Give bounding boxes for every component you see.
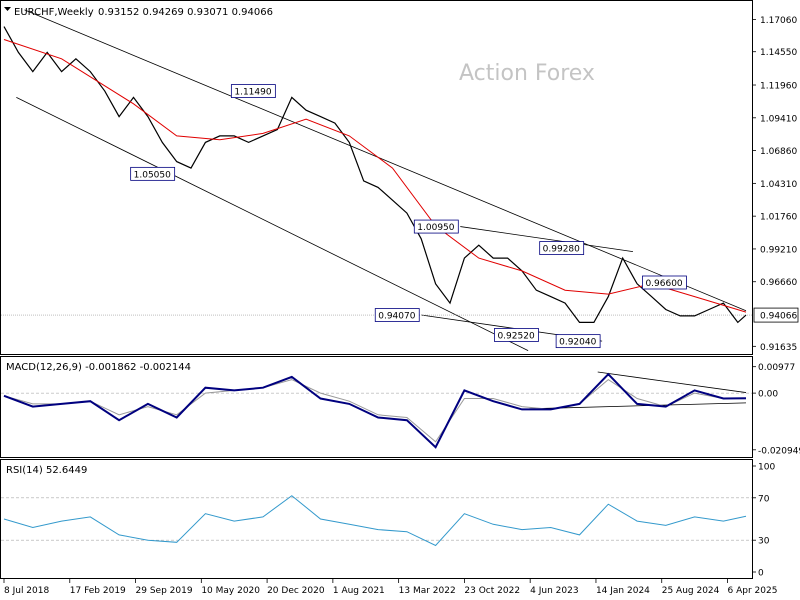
annotation-label: 0.99280 [543, 245, 580, 255]
macd-title: MACD(12,26,9) -0.001862 -0.002144 [6, 362, 191, 373]
annotation-label: 0.92520 [497, 331, 534, 341]
annotation-box [130, 166, 176, 181]
annotation-label: 1.05050 [134, 170, 171, 180]
annotation-label: 0.92040 [559, 338, 596, 348]
annotation-label: 0.94070 [378, 312, 415, 322]
price-axis-label: 0.94066 [760, 312, 797, 322]
macd-signal-line [3, 378, 747, 443]
price-axis-label: 1.01760 [760, 213, 797, 223]
trendline [24, 9, 747, 312]
moving-average-line [3, 39, 747, 313]
price-axis-label: 0.91635 [760, 343, 797, 353]
macd-layer: 0.00977 0.00 -0.020949 [1, 363, 800, 456]
rsi-layer: 100 70 30 0 [1, 463, 775, 579]
price-axis-label: 0.96660 [760, 278, 797, 288]
annotation-label: 1.11490 [234, 88, 271, 98]
x-axis-label: 1 Aug 2021 [333, 586, 385, 596]
macd-axis-label: 0.00977 [758, 363, 795, 373]
x-axis-label: 20 Dec 2020 [267, 586, 325, 596]
x-axis-label: 29 Sep 2019 [136, 586, 193, 596]
annotation-box [413, 219, 459, 234]
trendline [16, 96, 529, 352]
macd-line [3, 372, 747, 449]
annotation-box [374, 308, 420, 322]
price-axis-label: 1.11960 [760, 82, 797, 92]
x-axis-label: 8 Jul 2018 [4, 586, 49, 596]
price-axis-label: 1.04310 [760, 180, 797, 190]
macd-trendline [597, 371, 747, 393]
price-annotation: 1.11490 [230, 84, 276, 98]
price-axis-label: 0.99210 [760, 245, 797, 255]
x-axis-label: 23 Oct 2022 [464, 586, 520, 596]
price-annotation: 0.99280 [539, 241, 585, 255]
rsi-axis-label: 100 [758, 463, 775, 473]
macd-axis-label: -0.020949 [758, 446, 800, 456]
x-axis-label: 17 Feb 2019 [70, 586, 126, 596]
collapse-triangle-icon[interactable] [4, 7, 11, 11]
price-annotation: 0.94070 [374, 308, 420, 322]
macd-panel-frame [0, 356, 753, 458]
rsi-axis-label: 0 [758, 569, 764, 579]
rsi-title: RSI(14) 52.6449 [6, 465, 87, 476]
watermark: Action Forex [459, 61, 595, 86]
price-annotation: 0.92040 [555, 334, 601, 349]
price-annotation: 0.96600 [642, 275, 687, 290]
macd-axis-label: 0.00 [758, 390, 778, 400]
rsi-axis-label: 30 [758, 537, 770, 547]
annotation-box [642, 275, 687, 290]
annotation-box [494, 328, 539, 342]
annotation-label: 0.96600 [645, 279, 682, 289]
annotation-box [230, 84, 276, 98]
price-layer: 1.11490 1.05050 1.00950 0.99280 0.96600 0.940… [1, 9, 799, 353]
price-axis-label: 1.14550 [760, 48, 797, 58]
price-annotation: 1.05050 [130, 166, 176, 181]
price-series-line [3, 26, 747, 324]
current-price-tag [753, 307, 799, 323]
x-axis-label: 6 Apr 2025 [728, 586, 778, 596]
price-annotation: 0.92520 [494, 328, 539, 342]
rsi-panel-frame [0, 459, 753, 579]
ohlc-readout: 0.93152 0.94269 0.93071 0.94066 [98, 7, 273, 18]
x-axis-label: 13 Mar 2022 [399, 586, 456, 596]
trendline [460, 226, 634, 253]
symbol-label: EURCHF,Weekly [14, 7, 94, 18]
rsi-axis-label: 70 [758, 494, 770, 504]
x-axis-label: 25 Aug 2024 [662, 586, 720, 596]
price-panel-frame [0, 0, 753, 355]
annotation-label: 1.00950 [417, 223, 454, 233]
price-axis-label: 1.06860 [760, 147, 797, 157]
x-axis-label: 10 May 2020 [201, 586, 260, 596]
rsi-line [3, 495, 747, 547]
x-axis-label: 14 Jan 2024 [596, 586, 650, 596]
price-axis-label: 1.09410 [760, 114, 797, 124]
macd-trendline [529, 402, 747, 410]
annotation-box [539, 241, 585, 255]
annotation-box [555, 334, 601, 349]
price-axis-label: 1.17060 [760, 16, 797, 26]
x-axis: 8 Jul 2018 17 Feb 2019 29 Sep 2019 10 May 2… [3, 579, 778, 596]
price-annotation: 1.00950 [413, 219, 459, 234]
x-axis-label: 4 Jun 2023 [530, 586, 578, 596]
